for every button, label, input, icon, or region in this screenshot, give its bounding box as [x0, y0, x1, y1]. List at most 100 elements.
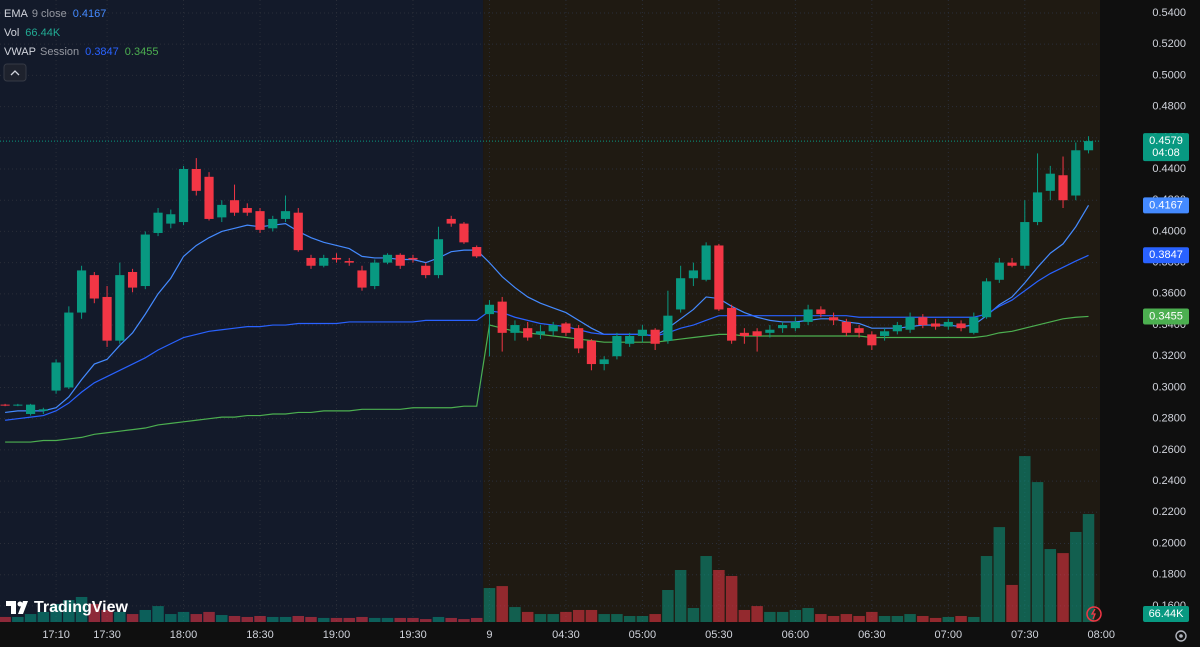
volume-bar	[292, 615, 304, 622]
collapse-button[interactable]	[3, 63, 27, 82]
volume-bar	[445, 617, 457, 622]
volume-bar	[674, 570, 687, 622]
volume-bar	[980, 556, 993, 622]
volume-tag: 66.44K	[1149, 608, 1185, 620]
legend-name: Vol	[4, 27, 19, 39]
volume-bar	[904, 614, 916, 622]
candle-body	[637, 329, 647, 336]
volume-bar	[585, 609, 598, 622]
collapse-button-bg[interactable]	[3, 63, 27, 82]
volume-bar	[802, 608, 814, 622]
candle-body	[421, 265, 431, 276]
x-tick-label: 17:30	[93, 629, 121, 641]
x-tick-label: 05:30	[705, 629, 733, 641]
candle-body	[969, 317, 979, 333]
candle-body	[841, 321, 851, 333]
volume-bar	[432, 616, 445, 622]
volume-bar	[866, 611, 878, 622]
candle-body	[510, 325, 520, 333]
volume-bar	[891, 615, 904, 622]
x-tick-label: 18:00	[170, 629, 198, 641]
candle-body	[229, 200, 240, 213]
settings-icon[interactable]	[1175, 630, 1187, 642]
y-tick-label: 0.4800	[1152, 100, 1186, 112]
candle-body	[727, 307, 737, 341]
legend-name: VWAP	[4, 46, 36, 58]
candle-body	[535, 331, 546, 335]
volume-bar	[547, 614, 559, 622]
candle-body	[752, 331, 762, 336]
legend-value: 0.3455	[125, 46, 159, 58]
volume-bar	[993, 527, 1006, 622]
candle-body	[344, 261, 354, 263]
candle-body	[13, 404, 23, 406]
volume-bar	[470, 617, 483, 622]
candle-body	[739, 332, 749, 336]
candle-body	[319, 257, 329, 266]
candle-body	[26, 404, 36, 414]
volume-bar	[815, 614, 827, 622]
volume-bar	[483, 588, 496, 622]
logo-text: TradingView	[34, 599, 129, 616]
volume-bar	[139, 609, 152, 622]
volume-tag-bg	[1143, 606, 1189, 622]
candle-body	[688, 270, 698, 279]
candle-body	[191, 168, 201, 191]
candle-body	[484, 304, 495, 315]
candle-body	[0, 404, 10, 406]
candle-body	[905, 317, 915, 330]
logo-mark	[6, 601, 28, 614]
candle-body	[153, 212, 163, 233]
volume-bar	[611, 614, 623, 622]
volume-bar	[458, 619, 470, 622]
volume-bar	[267, 616, 279, 622]
x-tick-label: 19:00	[323, 629, 351, 641]
candle-body	[217, 204, 227, 218]
y-tick-label: 0.2200	[1152, 506, 1186, 518]
volume-bar	[369, 617, 381, 622]
x-tick-label: 05:00	[629, 629, 657, 641]
y-tick-label: 0.1800	[1152, 569, 1186, 581]
candle-body	[382, 254, 393, 263]
last-price-tag: 0.4579	[1149, 135, 1183, 147]
x-tick-label: 19:30	[399, 629, 427, 641]
candle-body	[306, 257, 316, 266]
x-tick-label: 07:00	[935, 629, 963, 641]
y-tick-label: 0.5200	[1152, 38, 1186, 50]
candle-body	[586, 340, 597, 365]
candle-body	[612, 335, 622, 357]
y-tick-label: 0.5000	[1152, 69, 1186, 81]
volume-bar	[649, 614, 661, 622]
volume-bar	[751, 606, 763, 622]
candle-body	[625, 335, 635, 344]
volume-bar	[50, 603, 62, 622]
candle-body	[867, 334, 877, 346]
alert-icon[interactable]	[1086, 606, 1102, 622]
candle-body	[115, 275, 125, 341]
volume-bar	[636, 615, 649, 622]
candle-body	[472, 247, 482, 257]
volume-bar	[1044, 549, 1057, 622]
volume-bar	[407, 617, 419, 622]
volume-bar	[394, 617, 406, 622]
alert-circle[interactable]	[1086, 606, 1102, 622]
settings-hub	[1179, 634, 1183, 638]
volume-bar	[662, 589, 674, 622]
legend-value: 66.44K	[25, 27, 61, 39]
candle-body	[1032, 192, 1043, 223]
indicator-tag-bg	[1143, 197, 1189, 214]
candle-body	[701, 245, 711, 280]
volume-bar	[840, 614, 853, 622]
candle-body	[433, 239, 444, 276]
settings-gear[interactable]	[1175, 630, 1187, 642]
volume-bar	[509, 607, 521, 622]
candle-body	[956, 323, 966, 329]
legend-params: 9 close	[32, 8, 67, 20]
x-tick-label: 08:00	[1088, 629, 1116, 641]
volume-bar	[764, 611, 776, 622]
volume-bar	[241, 616, 254, 622]
candle-body	[778, 325, 788, 329]
legend-row: EMA 9 close 0.4167	[4, 8, 106, 20]
chevron-icon	[10, 70, 20, 76]
candle-body	[561, 323, 571, 333]
